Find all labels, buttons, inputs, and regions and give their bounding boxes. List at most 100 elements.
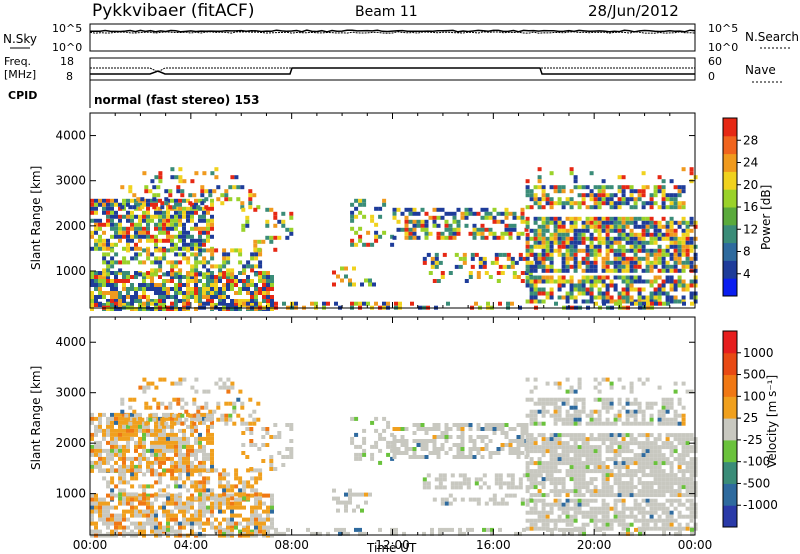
heatmap-cell — [90, 416, 94, 421]
heatmap-cell — [198, 230, 202, 235]
heatmap-cell — [253, 243, 258, 248]
heatmap-cell — [206, 226, 210, 231]
heatmap-cell — [569, 413, 574, 418]
heatmap-cell — [358, 301, 362, 306]
heatmap-cell — [150, 484, 155, 489]
heatmap-cell — [573, 283, 578, 288]
heatmap-cell — [621, 220, 626, 225]
heatmap-cell — [525, 232, 530, 237]
heatmap-cell — [158, 275, 162, 279]
heatmap-cell — [529, 244, 534, 249]
heatmap-cell — [269, 435, 274, 439]
heatmap-cell — [625, 506, 630, 511]
heatmap-cell — [238, 505, 242, 510]
heatmap-cell — [673, 381, 678, 386]
heatmap-cell — [158, 452, 162, 457]
heatmap-cell — [242, 283, 246, 287]
heatmap-cell — [142, 428, 146, 433]
heatmap-cell — [190, 444, 194, 449]
heatmap-cell — [577, 248, 582, 253]
heatmap-cell — [118, 444, 122, 449]
heatmap-cell — [693, 252, 698, 257]
heatmap-cell — [190, 264, 195, 269]
heatmap-cell — [150, 381, 155, 386]
heatmap-cell — [553, 493, 558, 498]
heatmap-cell — [494, 252, 499, 257]
heatmap-cell — [106, 307, 110, 311]
heatmap-cell — [289, 231, 294, 236]
heatmap-cell — [589, 498, 594, 503]
heatmap-cell — [270, 287, 274, 291]
heatmap-cell — [657, 473, 662, 478]
heatmap-cell — [196, 205, 201, 210]
heatmap-cell — [432, 423, 437, 427]
heatmap-cell — [142, 272, 147, 277]
heatmap-cell — [585, 514, 590, 519]
heatmap-cell — [344, 504, 348, 509]
heatmap-cell — [629, 510, 634, 515]
heatmap-cell — [350, 416, 355, 421]
heatmap-cell — [693, 514, 698, 519]
heatmap-cell — [653, 252, 658, 257]
heatmap-cell — [138, 456, 142, 461]
heatmap-cell — [597, 453, 602, 458]
heatmap-cell — [210, 432, 214, 437]
heatmap-cell — [633, 502, 638, 507]
heatmap-cell — [601, 465, 606, 470]
heatmap-cell — [174, 303, 178, 307]
heatmap-cell — [653, 291, 658, 296]
heatmap-cell — [102, 206, 106, 211]
heatmap-cell — [613, 433, 618, 438]
heatmap-cell — [569, 389, 574, 394]
heatmap-cell — [174, 202, 178, 207]
heatmap-cell — [506, 256, 511, 261]
heatmap-cell — [342, 531, 346, 536]
heatmap-cell — [90, 468, 94, 473]
heatmap-cell — [577, 236, 582, 241]
heatmap-cell — [661, 197, 666, 202]
heatmap-cell — [198, 252, 203, 257]
heatmap-cell — [220, 413, 225, 418]
heatmap-cell — [541, 453, 546, 458]
heatmap-cell — [601, 197, 606, 202]
heatmap-cell — [520, 501, 525, 506]
heatmap-cell — [529, 506, 534, 511]
heatmap-cell — [170, 242, 174, 247]
heatmap-cell — [665, 522, 670, 527]
heatmap-cell — [265, 207, 270, 212]
heatmap-cell — [90, 436, 94, 441]
heatmap-cell — [689, 502, 694, 507]
heatmap-cell — [122, 492, 127, 497]
heatmap-cell — [122, 529, 126, 534]
heatmap-cell — [190, 242, 194, 247]
heatmap-cell — [428, 215, 433, 220]
heatmap-cell — [154, 260, 159, 265]
heatmap-cell — [665, 264, 670, 269]
heatmap-cell — [102, 501, 106, 506]
heatmap-cell — [585, 228, 590, 233]
heatmap-cell — [166, 234, 170, 239]
y-tick-label: 1000 — [55, 264, 86, 278]
heatmap-cell — [520, 207, 525, 212]
heatmap-cell — [537, 167, 542, 172]
heatmap-cell — [537, 205, 542, 210]
heatmap-cell — [158, 303, 162, 307]
heatmap-cell — [589, 457, 594, 462]
heatmap-cell — [202, 272, 207, 277]
heatmap-cell — [182, 238, 186, 243]
heatmap-cell — [537, 240, 542, 245]
heatmap-cell — [626, 527, 630, 532]
heatmap-cell — [529, 264, 534, 269]
heatmap-cell — [589, 469, 594, 474]
heatmap-cell — [254, 252, 259, 257]
heatmap-cell — [206, 279, 210, 283]
colorbar-swatch — [723, 207, 737, 226]
heatmap-cell — [110, 416, 114, 421]
heatmap-cell — [178, 464, 182, 469]
heatmap-cell — [645, 461, 650, 466]
heatmap-cell — [245, 223, 250, 228]
heatmap-cell — [637, 421, 642, 426]
heatmap-cell — [609, 248, 614, 253]
heatmap-cell — [492, 215, 497, 220]
heatmap-cell — [597, 248, 602, 253]
